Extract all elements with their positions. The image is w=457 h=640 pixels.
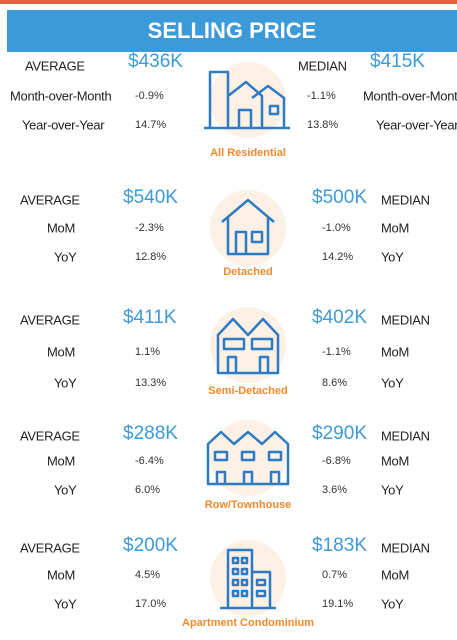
average-value: $436K — [128, 51, 183, 72]
icon-part — [221, 198, 275, 256]
mom-average: 4.5% — [135, 569, 161, 581]
median-value: $500K — [312, 187, 367, 208]
mom-average: 1.1% — [135, 346, 161, 358]
yoy-median: 14.2% — [322, 251, 354, 263]
median-label: MEDIAN — [381, 192, 430, 208]
average-label: AVERAGE — [20, 312, 80, 328]
median-label: MEDIAN — [298, 58, 347, 74]
mom-label: MoM — [381, 453, 409, 469]
mom-label: MoM — [47, 220, 75, 236]
yoy-label: YoY — [381, 596, 404, 612]
mom-label: MoM — [381, 344, 409, 360]
yoy-average: 13.3% — [135, 377, 167, 389]
section-name: Semi-Detached — [208, 385, 288, 397]
mom-average: -2.3% — [135, 222, 164, 234]
mom-label: MoM — [47, 567, 75, 583]
icon-part — [240, 450, 256, 484]
yoy-average: 17.0% — [135, 598, 167, 610]
mom-average: -0.9% — [135, 90, 164, 102]
mom-average: -6.4% — [135, 455, 164, 467]
yoy-label: Year-over-Year — [376, 117, 457, 133]
yoy-label: YoY — [54, 375, 77, 391]
icon-part — [210, 540, 286, 616]
median-label: MEDIAN — [381, 540, 430, 556]
icon-part — [255, 578, 267, 598]
mom-label: Month-over-Month — [10, 88, 112, 104]
average-label: AVERAGE — [20, 192, 80, 208]
icon-part — [204, 70, 290, 130]
mom-median: 0.7% — [322, 569, 348, 581]
mom-median: -1.1% — [307, 90, 336, 102]
section-name: Apartment Condominium — [182, 617, 314, 629]
icon-part — [237, 104, 280, 128]
median-label: MEDIAN — [381, 428, 430, 444]
yoy-label: YoY — [381, 482, 404, 498]
yoy-label: YoY — [54, 249, 77, 265]
yoy-median: 19.1% — [322, 598, 354, 610]
section-name: Row/Townhouse — [204, 499, 292, 511]
average-value: $540K — [123, 187, 178, 208]
average-value: $411K — [123, 307, 177, 328]
top-line — [0, 0, 457, 4]
yoy-average: 14.7% — [135, 119, 167, 131]
icon-part — [231, 567, 249, 576]
yoy-average: 6.0% — [135, 484, 161, 496]
median-label: MEDIAN — [381, 312, 430, 328]
average-label: AVERAGE — [25, 58, 85, 74]
yoy-label: YoY — [381, 375, 404, 391]
mom-median: -1.1% — [322, 346, 351, 358]
icon-part — [231, 589, 249, 598]
mom-label: MoM — [47, 453, 75, 469]
icon-part — [220, 548, 276, 610]
icon-part — [222, 337, 274, 373]
median-value: $415K — [370, 51, 425, 72]
section-name: Detached — [223, 266, 273, 278]
mom-median: -1.0% — [322, 222, 351, 234]
yoy-median: 3.6% — [322, 484, 348, 496]
average-value: $288K — [123, 423, 178, 444]
icon-part — [231, 578, 249, 587]
average-value: $200K — [123, 535, 178, 556]
average-label: AVERAGE — [20, 540, 80, 556]
section-name: All Residential — [210, 147, 286, 159]
icon-part — [267, 450, 283, 484]
yoy-label: YoY — [54, 596, 77, 612]
icon-part — [210, 62, 286, 138]
yoy-label: YoY — [54, 482, 77, 498]
icon-part — [210, 307, 286, 383]
mom-label: Month-over-Month — [363, 88, 457, 104]
mom-label: MoM — [47, 344, 75, 360]
yoy-median: 8.6% — [322, 377, 348, 389]
average-label: AVERAGE — [20, 428, 80, 444]
mom-median: -6.8% — [322, 455, 351, 467]
yoy-median: 13.8% — [307, 119, 339, 131]
icon-part — [231, 556, 249, 565]
mom-label: MoM — [381, 220, 409, 236]
header-title: SELLING PRICE — [7, 10, 457, 52]
median-value: $402K — [312, 307, 367, 328]
median-value: $183K — [312, 535, 367, 556]
yoy-label: YoY — [381, 249, 404, 265]
icon-part — [213, 450, 229, 484]
median-value: $290K — [312, 423, 367, 444]
icon-part — [206, 430, 290, 486]
mom-label: MoM — [381, 567, 409, 583]
yoy-average: 12.8% — [135, 251, 167, 263]
yoy-label: Year-over-Year — [22, 117, 105, 133]
